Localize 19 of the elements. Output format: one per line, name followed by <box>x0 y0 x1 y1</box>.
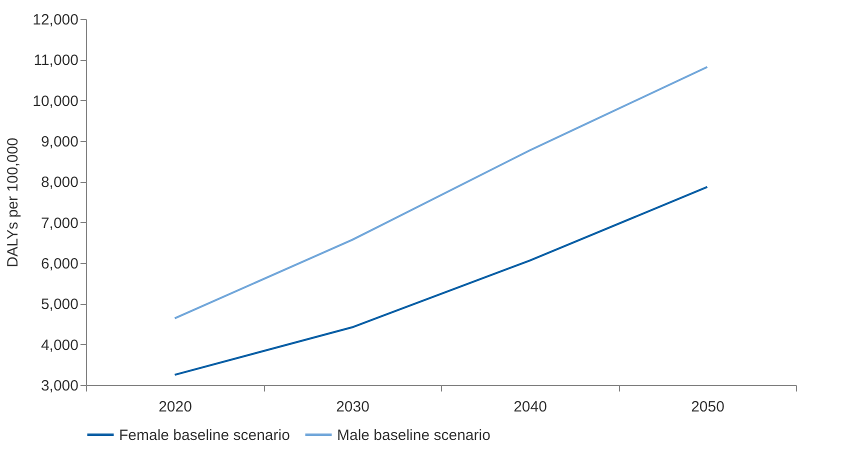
x-tick-label: 2040 <box>514 398 547 416</box>
x-tick-label: 2050 <box>691 398 724 416</box>
y-tick-label: 5,000 <box>40 296 78 314</box>
legend-label: Male baseline scenario <box>337 426 490 444</box>
x-tick-label: 2020 <box>158 398 192 416</box>
y-tick-label: 11,000 <box>34 52 78 70</box>
y-tick-label: 3,000 <box>40 378 78 394</box>
y-tick-label: 6,000 <box>40 256 78 272</box>
legend-label: Female baseline scenario <box>119 426 290 444</box>
y-tick-label: 12,000 <box>32 12 78 28</box>
line-series <box>174 66 708 320</box>
x-tick-label: 2030 <box>336 398 370 416</box>
y-axis-title: DALYs per 100,000 <box>4 138 22 268</box>
line-series <box>174 186 708 376</box>
y-tick-label: 4,000 <box>40 336 78 354</box>
y-tick-label: 7,000 <box>40 214 78 232</box>
y-tick-label: 10,000 <box>32 92 78 110</box>
y-tick-label: 8,000 <box>40 174 78 192</box>
y-tick-label: 9,000 <box>40 134 78 150</box>
